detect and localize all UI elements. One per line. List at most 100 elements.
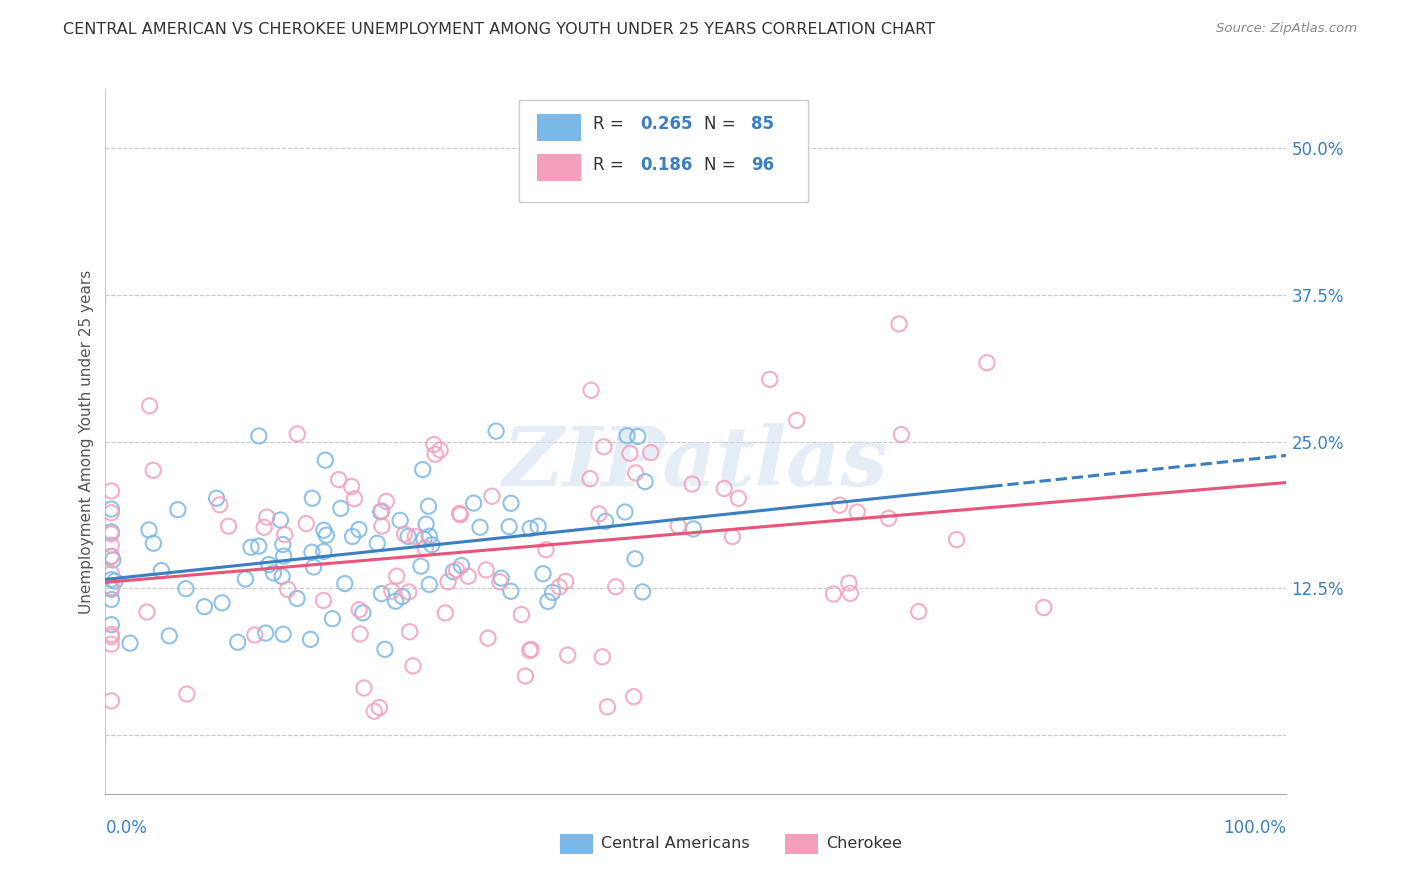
Point — [477, 631, 499, 645]
Point — [976, 356, 998, 370]
Point — [828, 498, 851, 512]
Point — [519, 521, 541, 535]
Point — [271, 569, 294, 583]
Point — [468, 520, 491, 534]
Point — [450, 558, 472, 573]
Point — [374, 642, 396, 657]
Point — [138, 399, 160, 413]
Point — [588, 507, 610, 521]
Point — [150, 564, 173, 578]
Point — [441, 565, 464, 579]
Point — [616, 429, 638, 443]
Text: 0.186: 0.186 — [641, 156, 693, 174]
Point — [666, 519, 689, 533]
Point — [554, 574, 576, 589]
Point — [627, 429, 650, 443]
Point — [157, 629, 180, 643]
Point — [534, 542, 557, 557]
Point — [623, 690, 645, 704]
Point — [100, 549, 122, 564]
Point — [218, 519, 240, 533]
Point — [527, 519, 550, 533]
FancyBboxPatch shape — [537, 114, 582, 141]
Point — [285, 591, 308, 606]
Point — [531, 566, 554, 581]
Point — [100, 502, 122, 516]
Point — [100, 582, 122, 597]
Point — [381, 584, 404, 599]
Point — [510, 607, 533, 622]
Point — [314, 453, 336, 467]
Point — [605, 580, 627, 594]
Point — [579, 384, 602, 398]
Point — [418, 577, 440, 591]
Point — [347, 523, 370, 537]
Point — [174, 582, 197, 596]
Point — [193, 599, 215, 614]
Point — [420, 538, 443, 552]
Point — [329, 501, 352, 516]
Point — [100, 581, 122, 595]
Point — [301, 545, 323, 559]
Point — [226, 635, 249, 649]
Point — [370, 587, 392, 601]
Point — [823, 587, 845, 601]
Point — [100, 566, 122, 581]
FancyBboxPatch shape — [519, 100, 808, 202]
Point — [343, 491, 366, 506]
Point — [273, 549, 295, 563]
Point — [429, 442, 451, 457]
Point — [758, 372, 780, 386]
Point — [592, 440, 614, 454]
Point — [579, 472, 602, 486]
Point — [328, 473, 350, 487]
Point — [363, 704, 385, 718]
Point — [100, 573, 122, 587]
Point — [240, 540, 263, 554]
Point — [548, 580, 571, 594]
Text: N =: N = — [704, 115, 735, 134]
Point — [404, 529, 426, 543]
Point — [877, 511, 900, 525]
Point — [100, 549, 122, 564]
Point — [342, 529, 364, 543]
Point — [449, 508, 471, 522]
Point — [631, 585, 654, 599]
Point — [370, 505, 392, 519]
Point — [402, 658, 425, 673]
Point — [312, 523, 335, 537]
Point — [100, 694, 122, 708]
Point — [839, 586, 862, 600]
Point — [100, 524, 122, 539]
Point — [449, 507, 471, 521]
Text: Central Americans: Central Americans — [602, 836, 751, 851]
Point — [100, 526, 122, 541]
Point — [254, 626, 277, 640]
Point — [368, 700, 391, 714]
Point — [515, 669, 537, 683]
Point — [423, 437, 446, 451]
Point — [489, 574, 512, 589]
Point — [104, 574, 127, 588]
Point — [257, 558, 280, 572]
Text: 0.265: 0.265 — [641, 115, 693, 134]
Point — [415, 517, 437, 532]
Point — [274, 527, 297, 541]
Point — [321, 612, 343, 626]
Point — [489, 571, 512, 585]
Point — [262, 566, 284, 580]
Point — [142, 536, 165, 550]
Point — [595, 514, 617, 528]
Point — [375, 494, 398, 508]
Point — [713, 482, 735, 496]
Point — [271, 627, 294, 641]
Point — [247, 429, 270, 443]
Point — [682, 522, 704, 536]
Y-axis label: Unemployment Among Youth under 25 years: Unemployment Among Youth under 25 years — [79, 269, 94, 614]
Point — [475, 563, 498, 577]
Point — [557, 648, 579, 662]
Point — [727, 491, 749, 506]
Point — [415, 541, 437, 556]
Point — [423, 447, 446, 461]
Point — [413, 532, 436, 546]
